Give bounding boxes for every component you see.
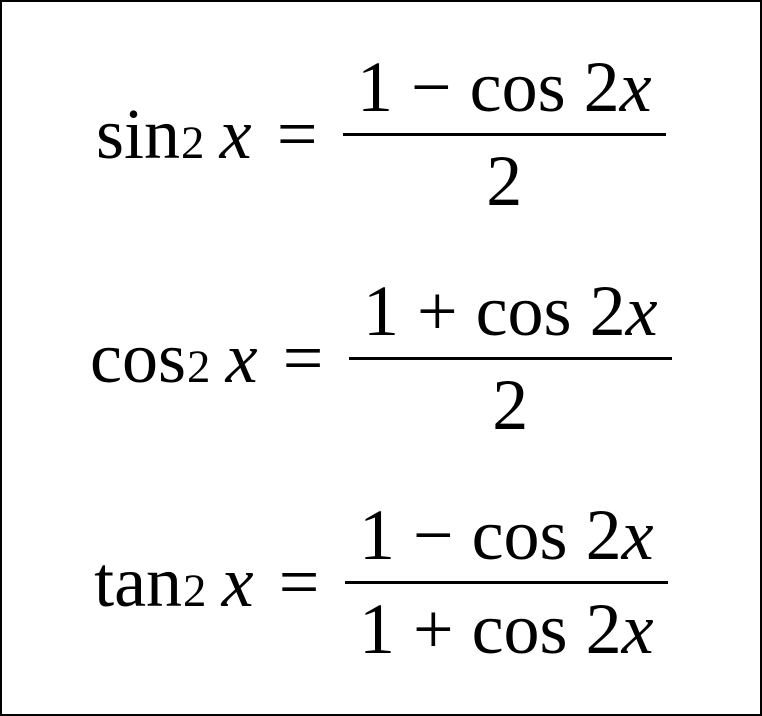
- variable-x: x: [222, 546, 254, 618]
- fraction-bar: [343, 133, 666, 136]
- formula-panel: sin2x = 1−cos 2x 2 cos2x = 1+cos 2x 2 ta…: [0, 0, 762, 716]
- equation-cos2-rhs-fraction: 1+cos 2x 2: [349, 269, 672, 446]
- fraction-numerator: 1−cos 2x: [343, 45, 666, 129]
- equals-sign: =: [277, 98, 318, 170]
- literal-two: 2: [586, 589, 622, 669]
- literal-two: 2: [590, 271, 626, 351]
- arg-2x: 2x: [590, 271, 658, 351]
- func-cos: cos: [472, 495, 568, 575]
- variable-x: x: [226, 322, 258, 394]
- fraction-numerator: 1−cos 2x: [345, 493, 668, 577]
- variable-x: x: [622, 495, 654, 575]
- exponent: 2: [187, 344, 210, 391]
- plus-sign: +: [413, 589, 454, 669]
- equation-sin2-rhs-fraction: 1−cos 2x 2: [343, 45, 666, 222]
- variable-x: x: [622, 589, 654, 669]
- func-cos: cos: [476, 271, 572, 351]
- variable-x: x: [626, 271, 658, 351]
- arg-2x: 2x: [586, 495, 654, 575]
- equals-sign: =: [279, 546, 320, 618]
- variable-x: x: [220, 98, 252, 170]
- minus-sign: −: [411, 47, 452, 127]
- fraction-bar: [349, 357, 672, 360]
- arg-2x: 2x: [584, 47, 652, 127]
- func-tan: tan: [94, 546, 182, 618]
- equation-tan2-lhs: tan2x: [94, 546, 254, 618]
- exponent: 2: [181, 120, 204, 167]
- arg-2x: 2x: [586, 589, 654, 669]
- literal-two: 2: [586, 495, 622, 575]
- literal-one: 1: [363, 271, 399, 351]
- equation-cos2-lhs: cos2x: [90, 322, 258, 394]
- equation-cos2: cos2x = 1+cos 2x 2: [12, 269, 750, 446]
- func-cos: cos: [90, 322, 186, 394]
- equation-tan2-rhs-fraction: 1−cos 2x 1+cos 2x: [345, 493, 668, 670]
- func-cos: cos: [470, 47, 566, 127]
- exponent: 2: [183, 568, 206, 615]
- equation-sin2: sin2x = 1−cos 2x 2: [12, 45, 750, 222]
- plus-sign: +: [417, 271, 458, 351]
- fraction-denominator: 2: [478, 363, 543, 447]
- fraction-bar: [345, 581, 668, 584]
- literal-one: 1: [359, 495, 395, 575]
- minus-sign: −: [413, 495, 454, 575]
- variable-x: x: [620, 47, 652, 127]
- fraction-denominator: 2: [472, 139, 537, 223]
- literal-one: 1: [357, 47, 393, 127]
- literal-one: 1: [359, 589, 395, 669]
- func-cos: cos: [472, 589, 568, 669]
- equation-tan2: tan2x = 1−cos 2x 1+cos 2x: [12, 493, 750, 670]
- literal-two: 2: [584, 47, 620, 127]
- equation-sin2-lhs: sin2x: [96, 98, 252, 170]
- fraction-numerator: 1+cos 2x: [349, 269, 672, 353]
- equals-sign: =: [283, 322, 324, 394]
- fraction-denominator: 1+cos 2x: [345, 587, 668, 671]
- func-sin: sin: [96, 98, 180, 170]
